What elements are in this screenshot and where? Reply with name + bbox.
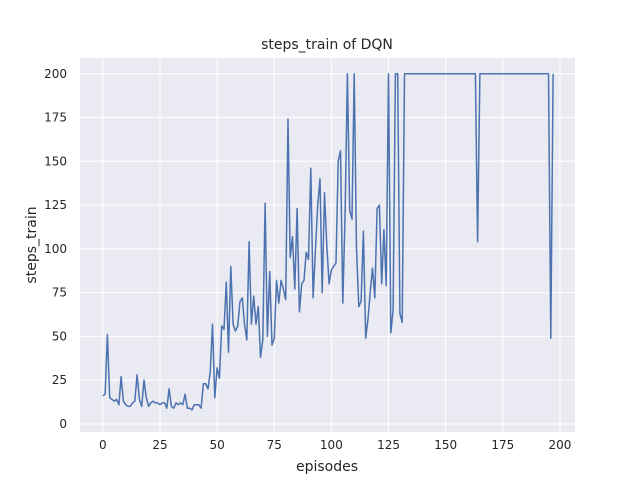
x-tick-label: 200: [548, 438, 571, 452]
x-tick-label: 100: [320, 438, 343, 452]
y-tick-label: 125: [44, 198, 67, 212]
y-tick-label: 50: [52, 329, 67, 343]
x-tick-label: 125: [377, 438, 400, 452]
x-tick-label: 25: [152, 438, 167, 452]
y-tick-label: 175: [44, 111, 67, 125]
x-tick-label: 150: [434, 438, 457, 452]
x-axis-label: episodes: [296, 459, 358, 475]
y-tick-label: 150: [44, 154, 67, 168]
x-tick-label: 75: [267, 438, 282, 452]
y-axis-label: steps_train: [24, 206, 40, 283]
x-tick-label: 50: [209, 438, 224, 452]
y-tick-label: 200: [44, 67, 67, 81]
x-tick-label: 0: [99, 438, 107, 452]
y-tick-label: 25: [52, 373, 67, 387]
y-tick-label: 100: [44, 242, 67, 256]
series-line: [102, 73, 554, 411]
y-tick-label: 0: [59, 417, 67, 431]
chart-title: steps_train of DQN: [261, 37, 393, 53]
y-tick-label: 75: [52, 286, 67, 300]
x-tick-label: 175: [491, 438, 514, 452]
